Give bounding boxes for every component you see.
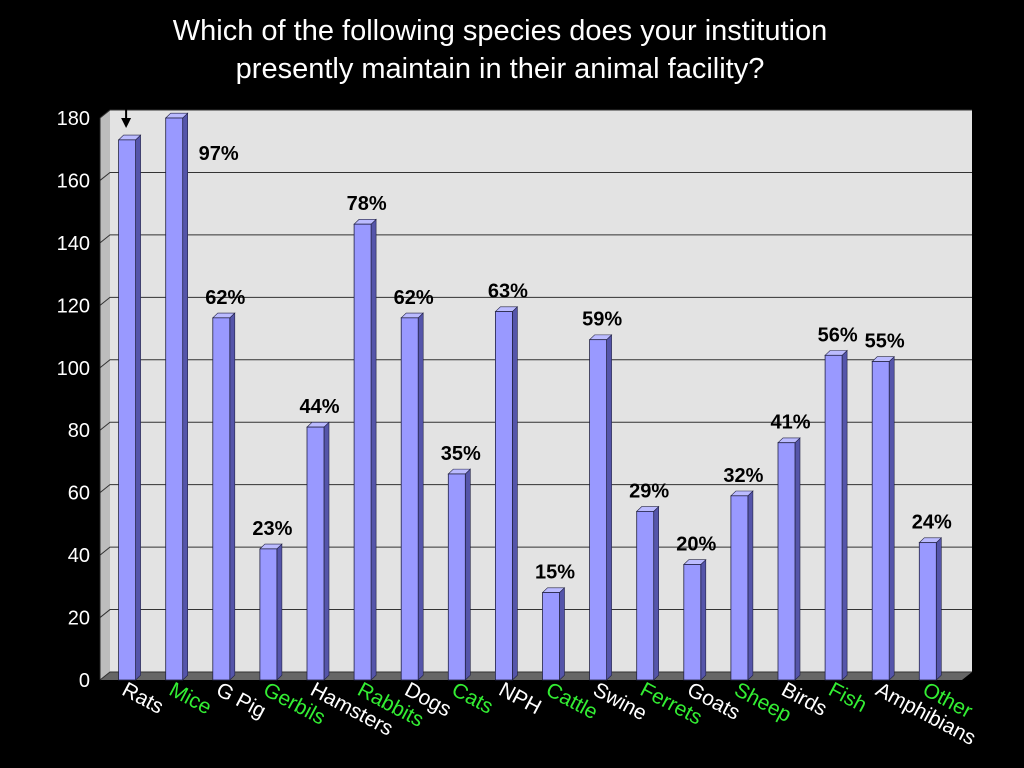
plot-side-wall <box>100 110 110 680</box>
bar-percent-label: 93% <box>109 80 149 102</box>
y-tick-label: 0 <box>79 670 90 692</box>
bar-percent-label: 62% <box>205 287 245 309</box>
y-tick-label: 140 <box>57 233 90 255</box>
bar-side <box>841 349 848 681</box>
bar <box>918 542 937 681</box>
y-tick-label: 40 <box>68 545 90 567</box>
bar <box>777 442 796 681</box>
bar-percent-label: 23% <box>252 518 292 540</box>
bar-side <box>182 112 188 681</box>
gridline <box>99 171 972 181</box>
y-tick-label: 120 <box>57 295 90 317</box>
bar-percent-label: 41% <box>770 412 810 434</box>
gridline <box>99 296 972 306</box>
bar-percent-label: 35% <box>441 443 481 465</box>
bar-percent-label: 29% <box>629 480 669 502</box>
annotation-arrow-head <box>121 118 132 128</box>
gridline <box>99 421 972 431</box>
bar <box>730 495 749 681</box>
bar-side <box>512 306 518 681</box>
bar-percent-label: 44% <box>299 396 339 418</box>
chart-title-line2: presently maintain in their animal facil… <box>235 53 765 85</box>
bar <box>447 473 466 681</box>
bar-percent-label: 32% <box>723 465 763 487</box>
bar <box>871 361 890 681</box>
bar-side <box>417 312 424 681</box>
bar <box>259 548 278 681</box>
bar-side <box>747 490 754 681</box>
bar-side <box>888 356 895 681</box>
bar <box>306 426 325 681</box>
y-tick-label: 100 <box>57 358 90 380</box>
x-category-label: Swine <box>589 678 650 725</box>
bar-side <box>229 312 236 681</box>
y-tick-label: 160 <box>57 170 90 192</box>
bar-side <box>276 543 283 681</box>
x-category-label: NPH <box>495 678 545 719</box>
bar <box>353 223 372 681</box>
bar-percent-label: 55% <box>865 331 905 353</box>
bar-side <box>323 421 330 681</box>
bar-side <box>653 505 660 681</box>
x-category-label: Cattle <box>542 678 601 724</box>
bar-side <box>370 218 377 681</box>
x-category-label: Mice <box>165 678 215 719</box>
gridline <box>99 359 972 369</box>
bar-side <box>794 437 801 681</box>
bar-side <box>464 468 471 681</box>
gridline <box>99 109 972 119</box>
gridline <box>99 234 972 244</box>
y-tick-label: 180 <box>57 108 90 130</box>
bar <box>165 117 184 681</box>
bar-percent-label: 20% <box>676 533 716 555</box>
bar-percent-label: 15% <box>535 562 575 584</box>
bar-percent-label: 78% <box>347 193 387 215</box>
chart-title: Which of the following species does your… <box>90 12 910 88</box>
x-category-label: G Pig <box>212 678 269 723</box>
bar-side <box>606 334 612 681</box>
bar-side <box>559 587 565 681</box>
bar-percent-label: 24% <box>912 512 952 534</box>
bar-percent-label: 63% <box>488 281 528 303</box>
bar-side <box>135 134 141 681</box>
y-tick-label: 20 <box>68 608 90 630</box>
bar <box>683 564 702 681</box>
gridline <box>99 546 972 556</box>
bar <box>824 354 843 681</box>
bar <box>589 339 607 681</box>
chart-title-line1: Which of the following species does your… <box>172 15 828 47</box>
y-tick-label: 80 <box>68 420 90 442</box>
bar-percent-label: 62% <box>394 287 434 309</box>
bar <box>118 139 136 681</box>
bar-side <box>700 558 707 681</box>
bar <box>542 592 560 681</box>
x-category-label: Cats <box>448 678 497 719</box>
bar-percent-label: 59% <box>582 309 622 331</box>
bar-percent-label: 56% <box>818 324 858 346</box>
y-tick-label: 60 <box>68 483 90 505</box>
x-category-label: Fish <box>825 678 871 717</box>
gridline <box>99 484 972 494</box>
x-category-label: Rats <box>118 678 167 719</box>
bar-side <box>935 537 942 681</box>
bar-percent-label: 97% <box>199 143 239 165</box>
bar <box>400 317 419 681</box>
bar <box>494 311 513 681</box>
bar <box>636 510 655 681</box>
bar <box>212 317 231 681</box>
